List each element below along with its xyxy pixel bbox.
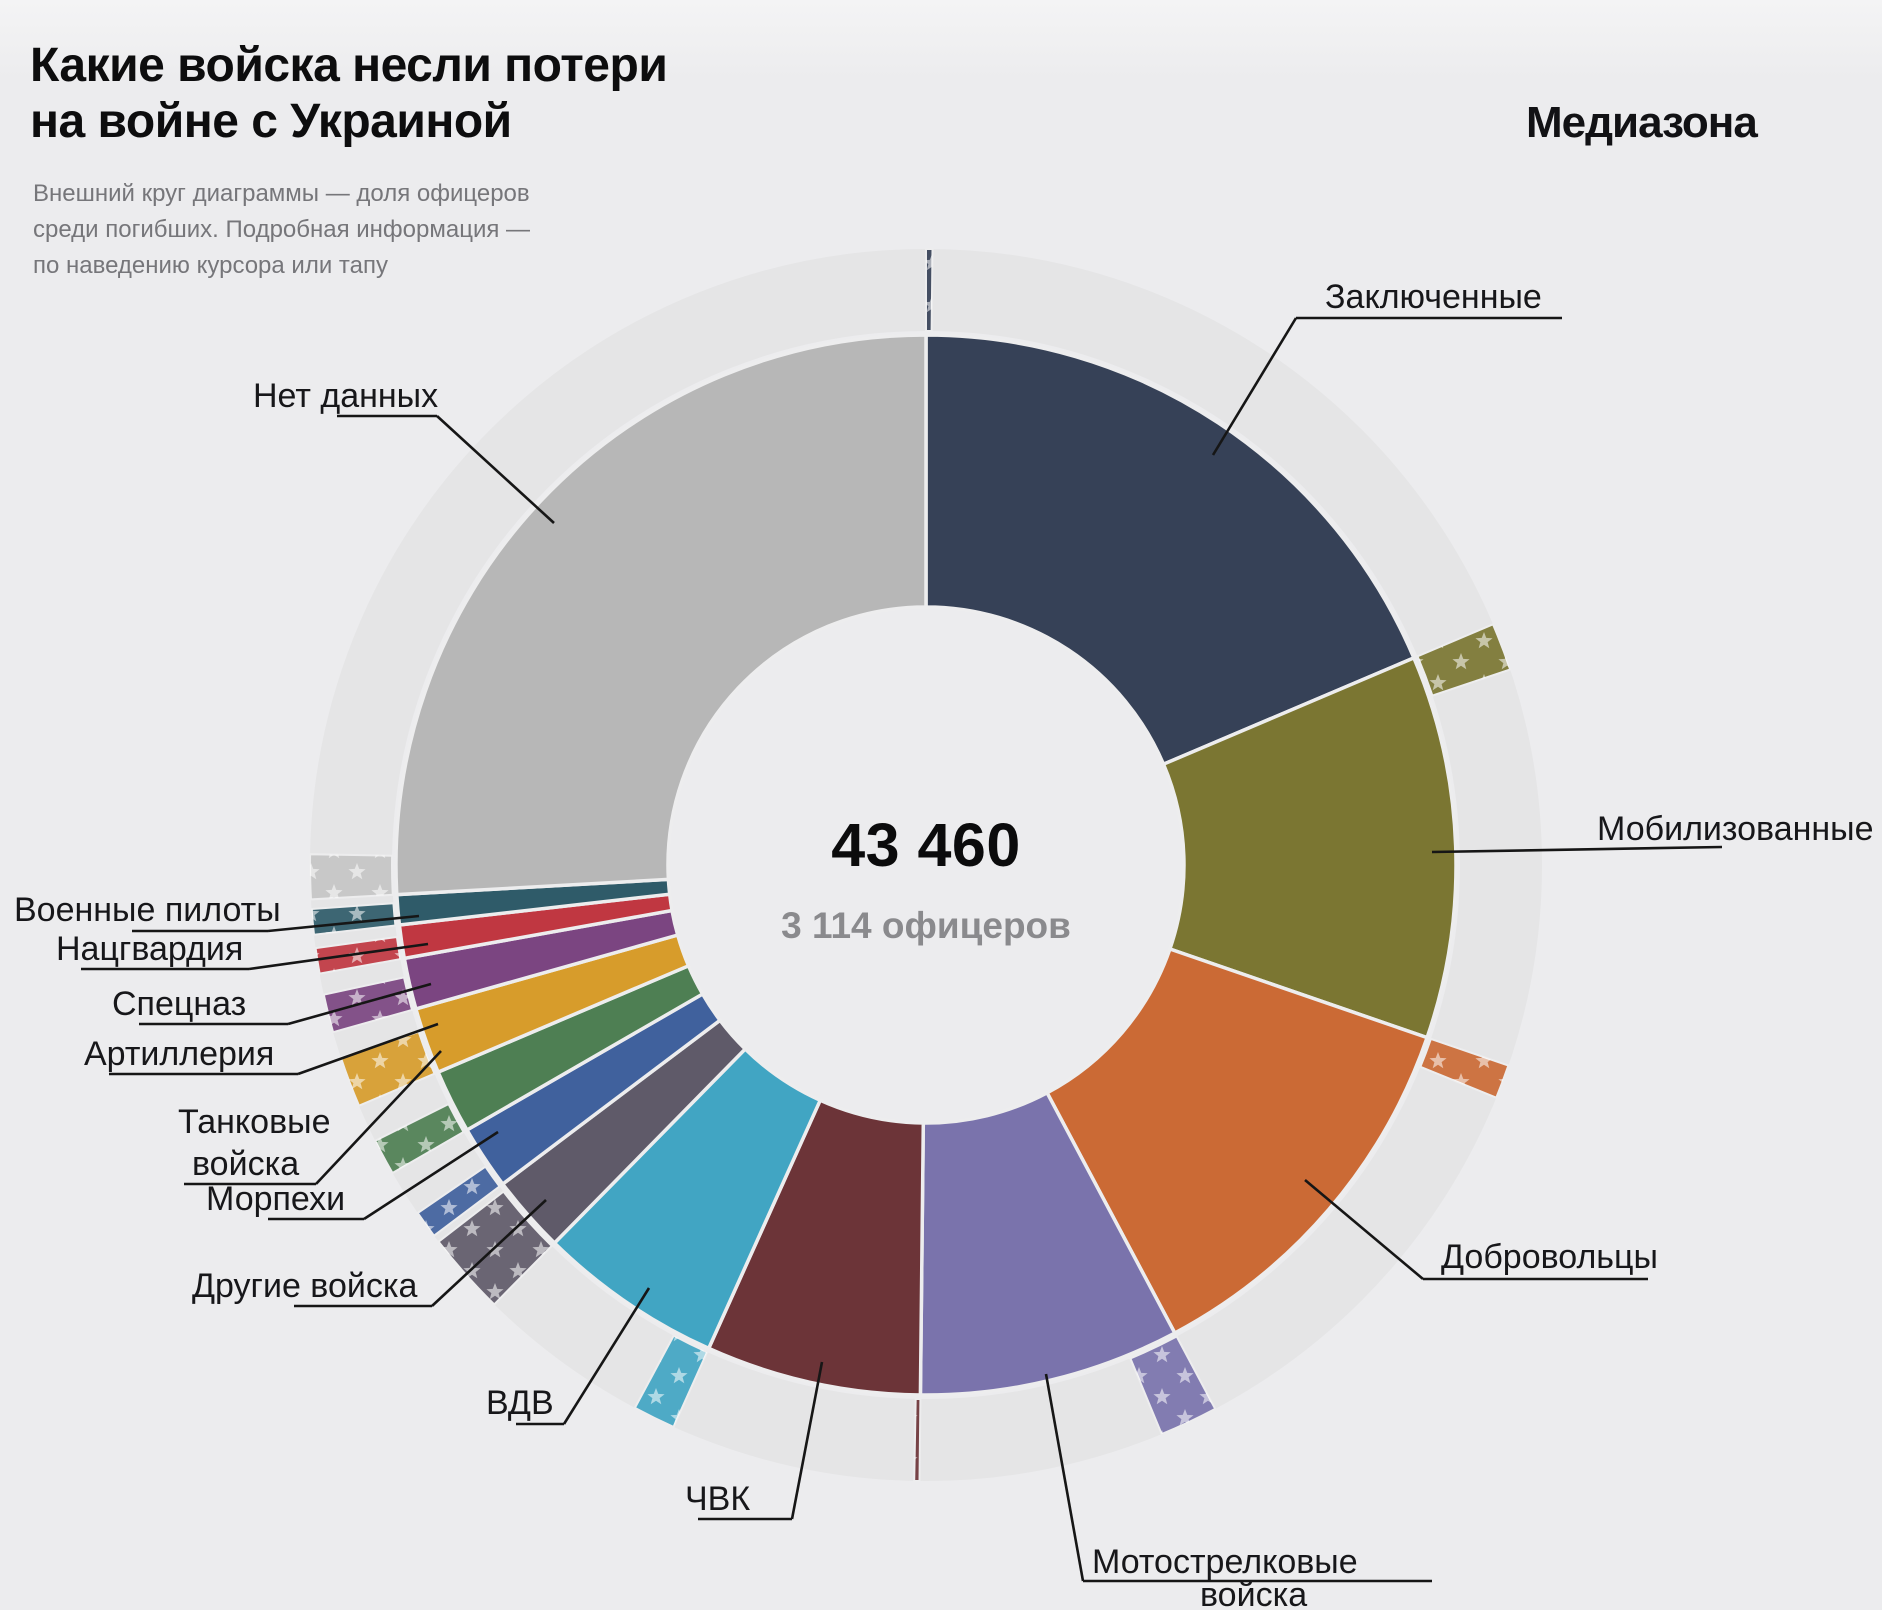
leader-line-natsgvardiya: [248, 942, 429, 971]
segment-label-dobrovoltsy: Добровольцы: [1441, 1238, 1658, 1276]
officer-share-stars-net-dannykh: [310, 854, 393, 900]
segment-mobilizovannye[interactable]: [1161, 655, 1458, 1040]
officer-share-stars-voennye-piloty: [311, 903, 396, 935]
officer-share-stars-vdv: [634, 1335, 708, 1427]
segment-label-mobilizovannye: Мобилизованные: [1597, 810, 1874, 848]
segment-label-tankovye-line2: войска: [192, 1145, 299, 1183]
leader-line-artilleriya: [297, 1022, 439, 1076]
officer-share-stars-motostrelkovye: [1130, 1336, 1216, 1435]
segment-label-net-dannykh: Нет данных: [253, 377, 438, 415]
segment-label-chvk: ЧВК: [685, 1480, 750, 1518]
officer-share-stars-chvk: [914, 1398, 921, 1481]
segment-label-motostrelkovye-line2: войска: [1200, 1576, 1307, 1610]
leader-line-voennye-piloty: [267, 914, 420, 933]
officer-share-stars-mobilizovannye: [1417, 624, 1511, 696]
chart-subtitle: Внешний круг диаграммы — доля офицеров ср…: [33, 180, 531, 279]
segment-label-zakliuchennye: Заключенные: [1325, 278, 1542, 316]
leader-line-chvk: [790, 1361, 824, 1520]
segment-label-natsgvardiya: Нацгвардия: [56, 930, 243, 968]
officers-total-value: 3 114 офицеров: [781, 905, 1071, 946]
segment-dobrovoltsy[interactable]: [1044, 946, 1430, 1336]
leader-line-motostrelkovye: [1044, 1373, 1085, 1582]
leader-line-mobilizovannye: [1431, 845, 1723, 854]
segment-label-motostrelkovye-line1: Мотострелковые: [1092, 1543, 1358, 1581]
leader-line-zakliuchennye: [1211, 317, 1298, 456]
segment-net-dannykh[interactable]: [394, 333, 928, 897]
total-deaths-value: 43 460: [831, 811, 1021, 879]
segment-label-voennye-piloty: Военные пилоты: [14, 891, 281, 929]
segment-label-drugie-voiska: Другие войска: [192, 1267, 418, 1305]
leader-line-vdv: [562, 1287, 651, 1425]
segment-label-spetsnaz: Спецназ: [112, 985, 246, 1023]
officer-share-stars-natsgvardiya: [315, 937, 401, 974]
mediazona-logo: Медиазона: [1526, 98, 1758, 147]
segment-zakliuchennye[interactable]: [924, 333, 1417, 767]
officer-share-stars-morpekhi: [417, 1166, 500, 1236]
page-title-line1: Какие войска несли потери: [30, 39, 668, 92]
segment-label-tankovye-line1: Танковые: [178, 1103, 331, 1141]
page-title: Какие войска несли потери на войне с Укра…: [30, 38, 668, 150]
segment-label-artilleriya: Артиллерия: [84, 1035, 274, 1073]
officer-share-stars-tankovye: [375, 1104, 464, 1173]
segment-label-vdv: ВДВ: [486, 1384, 554, 1422]
page-title-line2: на войне с Украиной: [30, 95, 512, 148]
leader-line-spetsnaz: [287, 982, 432, 1026]
leader-line-tankovye: [315, 1050, 442, 1185]
officer-share-stars-spetsnaz: [323, 977, 412, 1033]
officer-share-stars-dobrovoltsy: [1420, 1038, 1509, 1098]
leader-line-drugie-voiska: [431, 1199, 547, 1307]
leader-line-dobrovoltsy: [1304, 1179, 1424, 1280]
leader-line-morpekhi: [363, 1130, 499, 1221]
segment-label-morpekhi: Морпехи: [206, 1180, 345, 1218]
leader-line-net-dannykh: [436, 415, 555, 524]
officer-share-stars-zakliuchennye: [926, 248, 933, 331]
